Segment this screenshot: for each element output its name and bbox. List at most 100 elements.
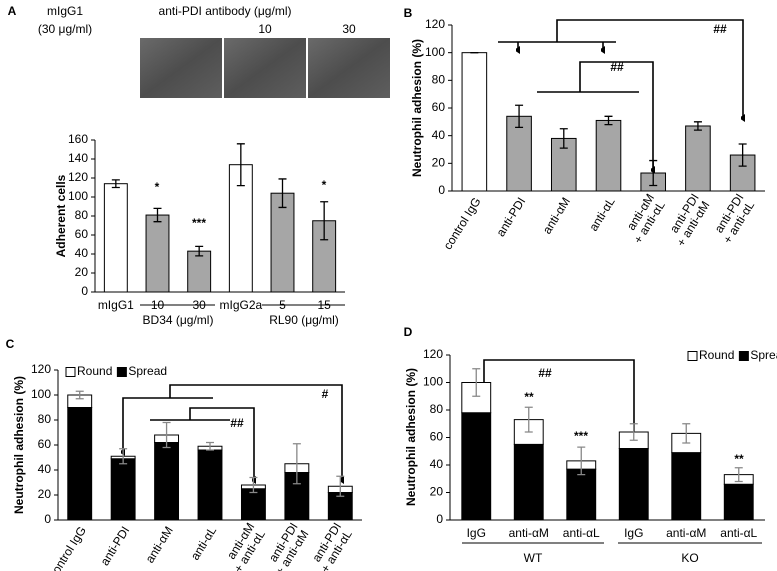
y-tick-label: 160: [68, 132, 88, 146]
error-bar: [320, 201, 329, 241]
y-axis-label: Neutrophil adhesion (%): [404, 368, 418, 506]
annotation: ##: [610, 60, 624, 74]
y-tick-label: 120: [425, 17, 445, 31]
panel-letter: D: [404, 325, 413, 339]
legend-swatch: [116, 367, 127, 377]
x-tick-label: anti-αL: [188, 524, 220, 563]
bar: [145, 214, 170, 293]
panel-letter: A: [8, 4, 17, 18]
x-tick-label: anti-αL: [563, 526, 600, 540]
bracket: [483, 359, 634, 440]
x-tick-label: control IgG: [441, 195, 484, 252]
error-bar: [604, 115, 613, 126]
bar-segment: [723, 483, 754, 521]
error-bar: [236, 143, 245, 187]
annotation: **: [524, 390, 534, 404]
annotation: **: [734, 452, 744, 466]
annotation: ***: [574, 429, 588, 443]
bar: [595, 119, 622, 192]
y-tick-label: 100: [423, 375, 443, 389]
y-tick-label: 100: [425, 45, 445, 59]
annotation: *: [322, 178, 327, 192]
bar-segment: [618, 448, 649, 521]
micrographs: [140, 38, 390, 98]
y-tick-label: 40: [38, 462, 52, 476]
panel-letter: B: [404, 6, 413, 20]
y-tick-label: 60: [75, 227, 89, 241]
y-tick-label: 80: [75, 208, 89, 222]
micrograph: [140, 38, 222, 98]
y-tick-label: 120: [31, 362, 51, 376]
x-tick-label: anti-αL: [720, 526, 757, 540]
x-tick-label: anti-αM: [666, 526, 706, 540]
y-tick-label: 120: [68, 170, 88, 184]
x-tick-label: control IgG: [46, 524, 89, 571]
group-label: BD34 (μg/ml): [143, 313, 214, 327]
y-tick-label: 0: [81, 284, 88, 298]
image-subtitle: (30 μg/ml): [38, 22, 92, 36]
x-tick-label: anti-PDI: [493, 195, 528, 239]
bar-segment: [110, 458, 136, 521]
error-bar: [559, 128, 568, 149]
error-bar: [738, 143, 747, 167]
error-bar: [524, 406, 533, 433]
error-bar: [249, 476, 258, 494]
bar-segment: [154, 442, 180, 521]
legend-label: Round: [77, 364, 112, 378]
group-label: WT: [524, 551, 543, 565]
error-bar: [577, 446, 586, 476]
bracket: [189, 407, 254, 480]
bracket: [556, 19, 743, 118]
group-label: KO: [681, 551, 698, 565]
error-bar: [153, 207, 162, 223]
image-title: anti-PDI antibody (μg/ml): [159, 4, 292, 18]
legend-label: Spread: [750, 348, 777, 362]
error-bar: [336, 475, 345, 497]
legend-swatch: [738, 351, 749, 361]
bar-segment: [67, 407, 93, 521]
bar-segment: [513, 443, 544, 521]
y-tick-label: 140: [68, 151, 88, 165]
error-bar: [693, 121, 702, 131]
bar-segment: [461, 412, 492, 521]
legend-swatch: [687, 351, 698, 361]
error-bar: [162, 421, 171, 449]
image-subtitle: 30: [342, 22, 356, 36]
bar-segment: [566, 468, 597, 521]
x-tick-label: IgG: [467, 526, 486, 540]
y-tick-label: 0: [438, 183, 445, 197]
y-axis-label: Neutrophil adhesion (%): [12, 376, 26, 514]
y-tick-label: 40: [432, 128, 446, 142]
bar-segment: [197, 449, 223, 521]
y-tick-label: 60: [38, 437, 52, 451]
y-tick-label: 40: [430, 457, 444, 471]
y-tick-label: 80: [38, 412, 52, 426]
error-bar: [206, 441, 214, 451]
x-tick-label: anti-αL: [586, 195, 618, 234]
bar: [103, 183, 128, 293]
error-bar: [472, 368, 481, 397]
annotation: ***: [192, 216, 206, 230]
error-bar: [278, 178, 287, 209]
bar: [506, 115, 532, 192]
x-tick-label: anti-PDI: [98, 524, 133, 568]
legend-label: Spread: [128, 364, 167, 378]
y-tick-label: 0: [44, 512, 51, 526]
error-bar: [292, 443, 301, 485]
y-tick-label: 20: [432, 156, 446, 170]
error-bar: [629, 423, 638, 441]
error-bar: [734, 467, 743, 483]
annotation: ##: [713, 22, 727, 36]
error-bar: [515, 104, 524, 129]
y-tick-label: 60: [432, 100, 446, 114]
y-tick-label: 60: [430, 430, 444, 444]
error-bar: [111, 179, 120, 189]
micrograph: [224, 38, 306, 98]
bar: [461, 52, 488, 192]
y-tick-label: 40: [75, 246, 89, 260]
image-subtitle: 10: [258, 22, 272, 36]
annotation: #: [322, 387, 329, 401]
legend-swatch: [65, 367, 76, 377]
y-tick-label: 100: [31, 387, 51, 401]
